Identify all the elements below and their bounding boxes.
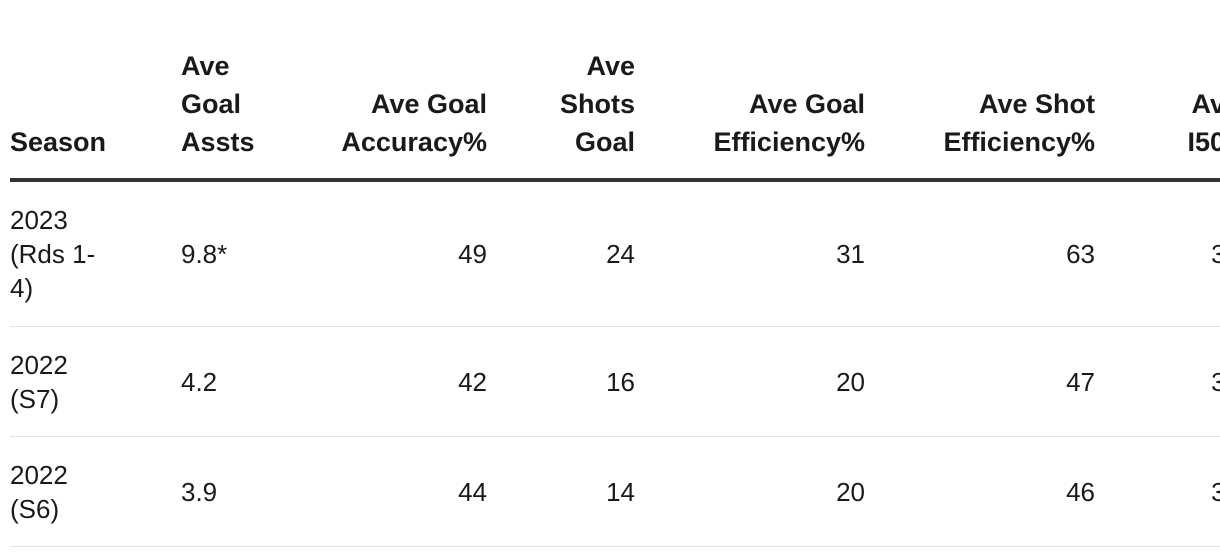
table-cell: 14 <box>487 436 635 547</box>
table-cell: 2022 (S7) <box>10 326 171 437</box>
column-header: Ave Shots Goal <box>487 46 635 182</box>
stats-table: Season Ave Goal Assts Ave Goal Accuracy% Av… <box>10 46 1220 547</box>
column-header: Ave Goal Efficiency% <box>635 46 865 182</box>
column-header: Ave Goal Accuracy% <box>300 46 487 182</box>
column-header: Ave Goal Assts <box>171 46 300 182</box>
cell-text: 24 <box>606 239 635 269</box>
table-cell: 24 <box>487 180 635 327</box>
column-header-text: Ave Goal Accuracy% <box>341 89 487 157</box>
cell-text: 34 <box>1211 366 1220 397</box>
cell-text: 14 <box>606 476 635 507</box>
table-cell: 63 <box>865 180 1095 327</box>
table-cell: 42 <box>300 326 487 437</box>
cell-text: 4.2 <box>181 366 218 397</box>
table-cell: 16 <box>487 326 635 437</box>
table-row: 2022 (S6) 3.9 44 14 20 46 30 <box>10 436 1220 547</box>
cell-text: 9.8* <box>181 239 228 269</box>
table-cell: 46 <box>865 436 1095 547</box>
table-container: Season Ave Goal Assts Ave Goal Accuracy% Av… <box>10 46 1220 552</box>
column-header: Ave I50s <box>1095 46 1220 182</box>
table-cell: 2022 (S6) <box>10 436 171 547</box>
cell-text: 20 <box>836 366 865 397</box>
table-cell: 20 <box>635 436 865 547</box>
table-cell: 47 <box>865 326 1095 437</box>
table-cell: 49 <box>300 180 487 327</box>
cell-text: 2022 (S6) <box>10 459 68 524</box>
table-cell: 44 <box>300 436 487 547</box>
column-header-text: Season <box>10 127 107 157</box>
cell-text: 16 <box>606 366 635 397</box>
cell-text: 38 <box>1211 239 1220 269</box>
table-row: 2022 (S7) 4.2 42 16 20 47 34 <box>10 326 1220 437</box>
table-cell: 9.8* <box>171 180 300 327</box>
table-cell: 4.2 <box>171 326 300 437</box>
table-row: 2023 (Rds 1-4) 9.8* 49 24 31 63 38 <box>10 180 1220 327</box>
cell-text: 63 <box>1066 239 1095 269</box>
column-header-text: Ave Shot Efficiency% <box>943 89 1095 157</box>
cell-text: 2023 (Rds 1-4) <box>10 205 96 303</box>
cell-text: 20 <box>836 476 865 507</box>
column-header: Ave Shot Efficiency% <box>865 46 1095 182</box>
column-header-text: Ave Goal Assts <box>181 51 255 157</box>
column-header-text: Ave I50s <box>1187 89 1220 157</box>
table-cell: 3.9 <box>171 436 300 547</box>
column-header-text: Ave Shots Goal <box>559 51 635 157</box>
cell-text: 42 <box>458 366 487 397</box>
table-body: 2023 (Rds 1-4) 9.8* 49 24 31 63 38 2022 (S7) 4.2… <box>10 180 1220 547</box>
cell-text: 31 <box>836 239 865 269</box>
cell-text: 47 <box>1066 366 1095 397</box>
table-cell: 38 <box>1095 180 1220 327</box>
cell-text: 44 <box>458 476 487 507</box>
cell-text: 3.9 <box>181 476 218 507</box>
cell-text: 46 <box>1066 476 1095 507</box>
column-header-text: Ave Goal Efficiency% <box>713 89 865 157</box>
table-cell: 30 <box>1095 436 1220 547</box>
column-header: Season <box>10 46 171 182</box>
table-cell: 34 <box>1095 326 1220 437</box>
table-cell: 2023 (Rds 1-4) <box>10 180 171 327</box>
table-cell: 31 <box>635 180 865 327</box>
cell-text: 30 <box>1211 476 1220 507</box>
header-row: Season Ave Goal Assts Ave Goal Accuracy% Av… <box>10 46 1220 182</box>
cell-text: 49 <box>458 239 487 269</box>
table-cell: 20 <box>635 326 865 437</box>
cell-text: 2022 (S7) <box>10 349 68 414</box>
